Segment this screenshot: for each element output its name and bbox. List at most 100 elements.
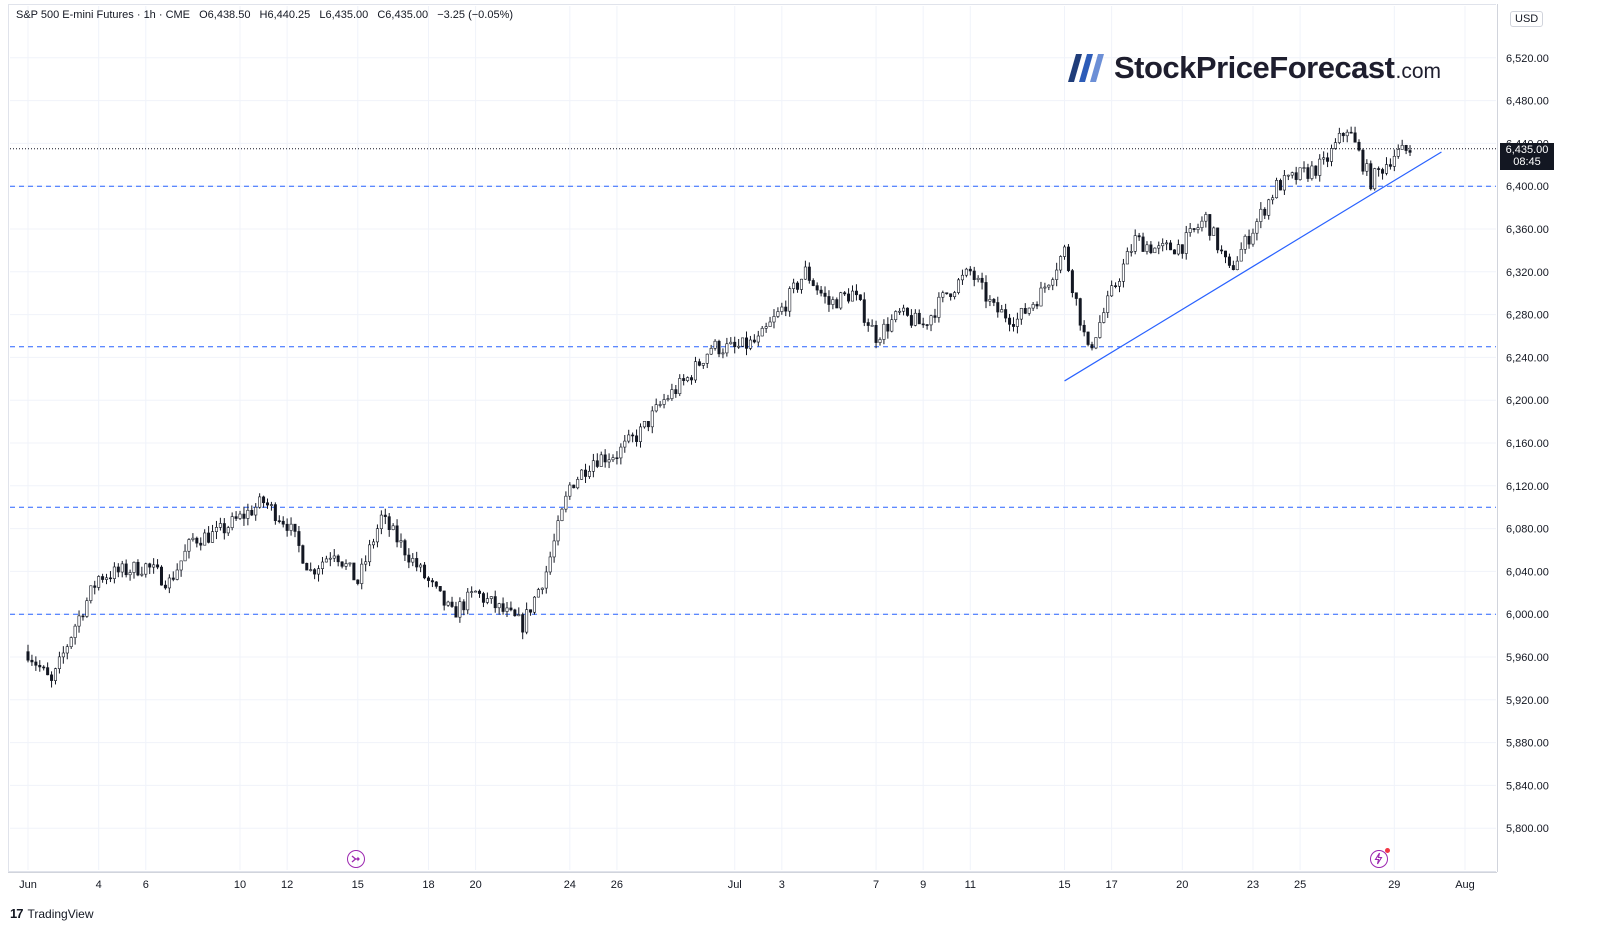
tradingview-brand[interactable]: 17 TradingView xyxy=(10,906,94,921)
replay-icon[interactable] xyxy=(347,850,365,868)
candle-body xyxy=(815,285,819,291)
candle-body xyxy=(1043,286,1047,289)
candle-body xyxy=(493,596,497,609)
candle-body xyxy=(1063,246,1067,257)
candle-body xyxy=(831,299,835,305)
candle-body xyxy=(352,562,356,581)
candle-body xyxy=(905,307,909,316)
candle-body xyxy=(517,614,521,617)
candle-body xyxy=(38,664,42,668)
candle-body xyxy=(686,377,690,381)
candle-body xyxy=(53,668,57,681)
candle-body xyxy=(1176,244,1180,255)
candle-body xyxy=(466,591,470,611)
candle-body xyxy=(1255,221,1259,234)
candle-body xyxy=(1094,337,1098,349)
candle-body xyxy=(30,659,34,663)
candle-body xyxy=(984,282,988,302)
candle-body xyxy=(364,561,368,565)
watermark-tld: .com xyxy=(1395,60,1441,83)
candle-body xyxy=(289,523,293,531)
time-tick-label: 29 xyxy=(1388,879,1400,891)
candle-body xyxy=(246,509,250,519)
candle-body xyxy=(411,558,415,563)
price-tick-label: 5,960.00 xyxy=(1506,652,1549,664)
candle-body xyxy=(1015,318,1019,327)
candle-body xyxy=(1019,308,1023,320)
candle-body xyxy=(50,674,54,681)
lightning-alert-icon[interactable] xyxy=(1370,848,1390,868)
symbol-label[interactable]: S&P 500 E-mini Futures · 1h · CME xyxy=(16,9,191,21)
candle-body xyxy=(136,561,140,576)
candle-body xyxy=(532,596,536,613)
candle-body xyxy=(112,566,116,579)
candle-body xyxy=(988,299,992,302)
high-value: H6,440.25 xyxy=(259,9,311,21)
candle-body xyxy=(1333,142,1337,149)
candle-body xyxy=(1090,344,1094,349)
candle-body xyxy=(1172,249,1176,255)
price-tick-label: 6,200.00 xyxy=(1506,395,1549,407)
candle-body xyxy=(1157,245,1161,249)
candle-body xyxy=(391,525,395,530)
candle-body xyxy=(505,607,509,612)
price-tick-label: 6,000.00 xyxy=(1506,609,1549,621)
candle-body xyxy=(305,562,309,571)
chart-pane[interactable] xyxy=(8,4,1496,872)
candle-body xyxy=(1117,281,1121,287)
currency-button[interactable]: USD xyxy=(1510,11,1544,27)
candle-body xyxy=(218,523,222,528)
candle-body xyxy=(536,589,540,598)
candle-body xyxy=(717,340,721,355)
time-tick-label: 7 xyxy=(873,879,879,891)
candle-body xyxy=(285,523,289,531)
candle-body xyxy=(843,292,847,295)
time-tick-label: 20 xyxy=(1176,879,1188,891)
price-tick-label: 6,040.00 xyxy=(1506,566,1549,578)
candle-body xyxy=(214,527,218,532)
candle-body xyxy=(729,341,733,345)
candle-body xyxy=(368,544,372,563)
candle-body xyxy=(623,440,627,448)
candle-body xyxy=(1145,244,1149,252)
candle-body xyxy=(882,323,886,340)
candle-body xyxy=(1031,304,1035,309)
candle-body xyxy=(336,555,340,563)
candle-body xyxy=(269,504,273,506)
time-tick-label: 15 xyxy=(1058,879,1070,891)
candle-body xyxy=(1047,284,1051,288)
candle-body xyxy=(701,363,705,366)
price-axis[interactable] xyxy=(1497,4,1593,872)
candle-body xyxy=(662,399,666,405)
candle-body xyxy=(925,324,929,326)
candle-body xyxy=(642,421,646,428)
candle-body xyxy=(513,609,517,617)
candle-body xyxy=(230,516,234,528)
candle-body xyxy=(116,566,120,573)
candle-body xyxy=(953,292,957,297)
candle-body xyxy=(258,496,262,508)
candle-body xyxy=(1251,232,1255,245)
tradingview-logo-icon: 17 xyxy=(10,906,24,921)
candle-body xyxy=(725,343,729,354)
time-tick-label: 25 xyxy=(1294,879,1306,891)
candle-body xyxy=(1227,256,1231,266)
time-tick-label: 26 xyxy=(611,879,623,891)
candle-body xyxy=(521,614,525,633)
candle-body xyxy=(968,268,972,272)
price-tick-label: 5,800.00 xyxy=(1506,823,1549,835)
candle-body xyxy=(501,603,505,612)
candle-body xyxy=(222,523,226,534)
time-axis[interactable] xyxy=(8,872,1497,896)
candle-body xyxy=(1373,168,1377,190)
candle-body xyxy=(627,434,631,442)
candle-body xyxy=(933,315,937,318)
candle-body xyxy=(387,516,391,530)
candle-body xyxy=(682,378,686,381)
candle-body xyxy=(1392,155,1396,167)
candle-body xyxy=(97,576,101,588)
candle-body xyxy=(819,289,823,294)
last-price-tag: 6,435.00 08:45 xyxy=(1500,143,1554,170)
candle-body xyxy=(211,531,215,543)
candle-body xyxy=(784,306,788,312)
